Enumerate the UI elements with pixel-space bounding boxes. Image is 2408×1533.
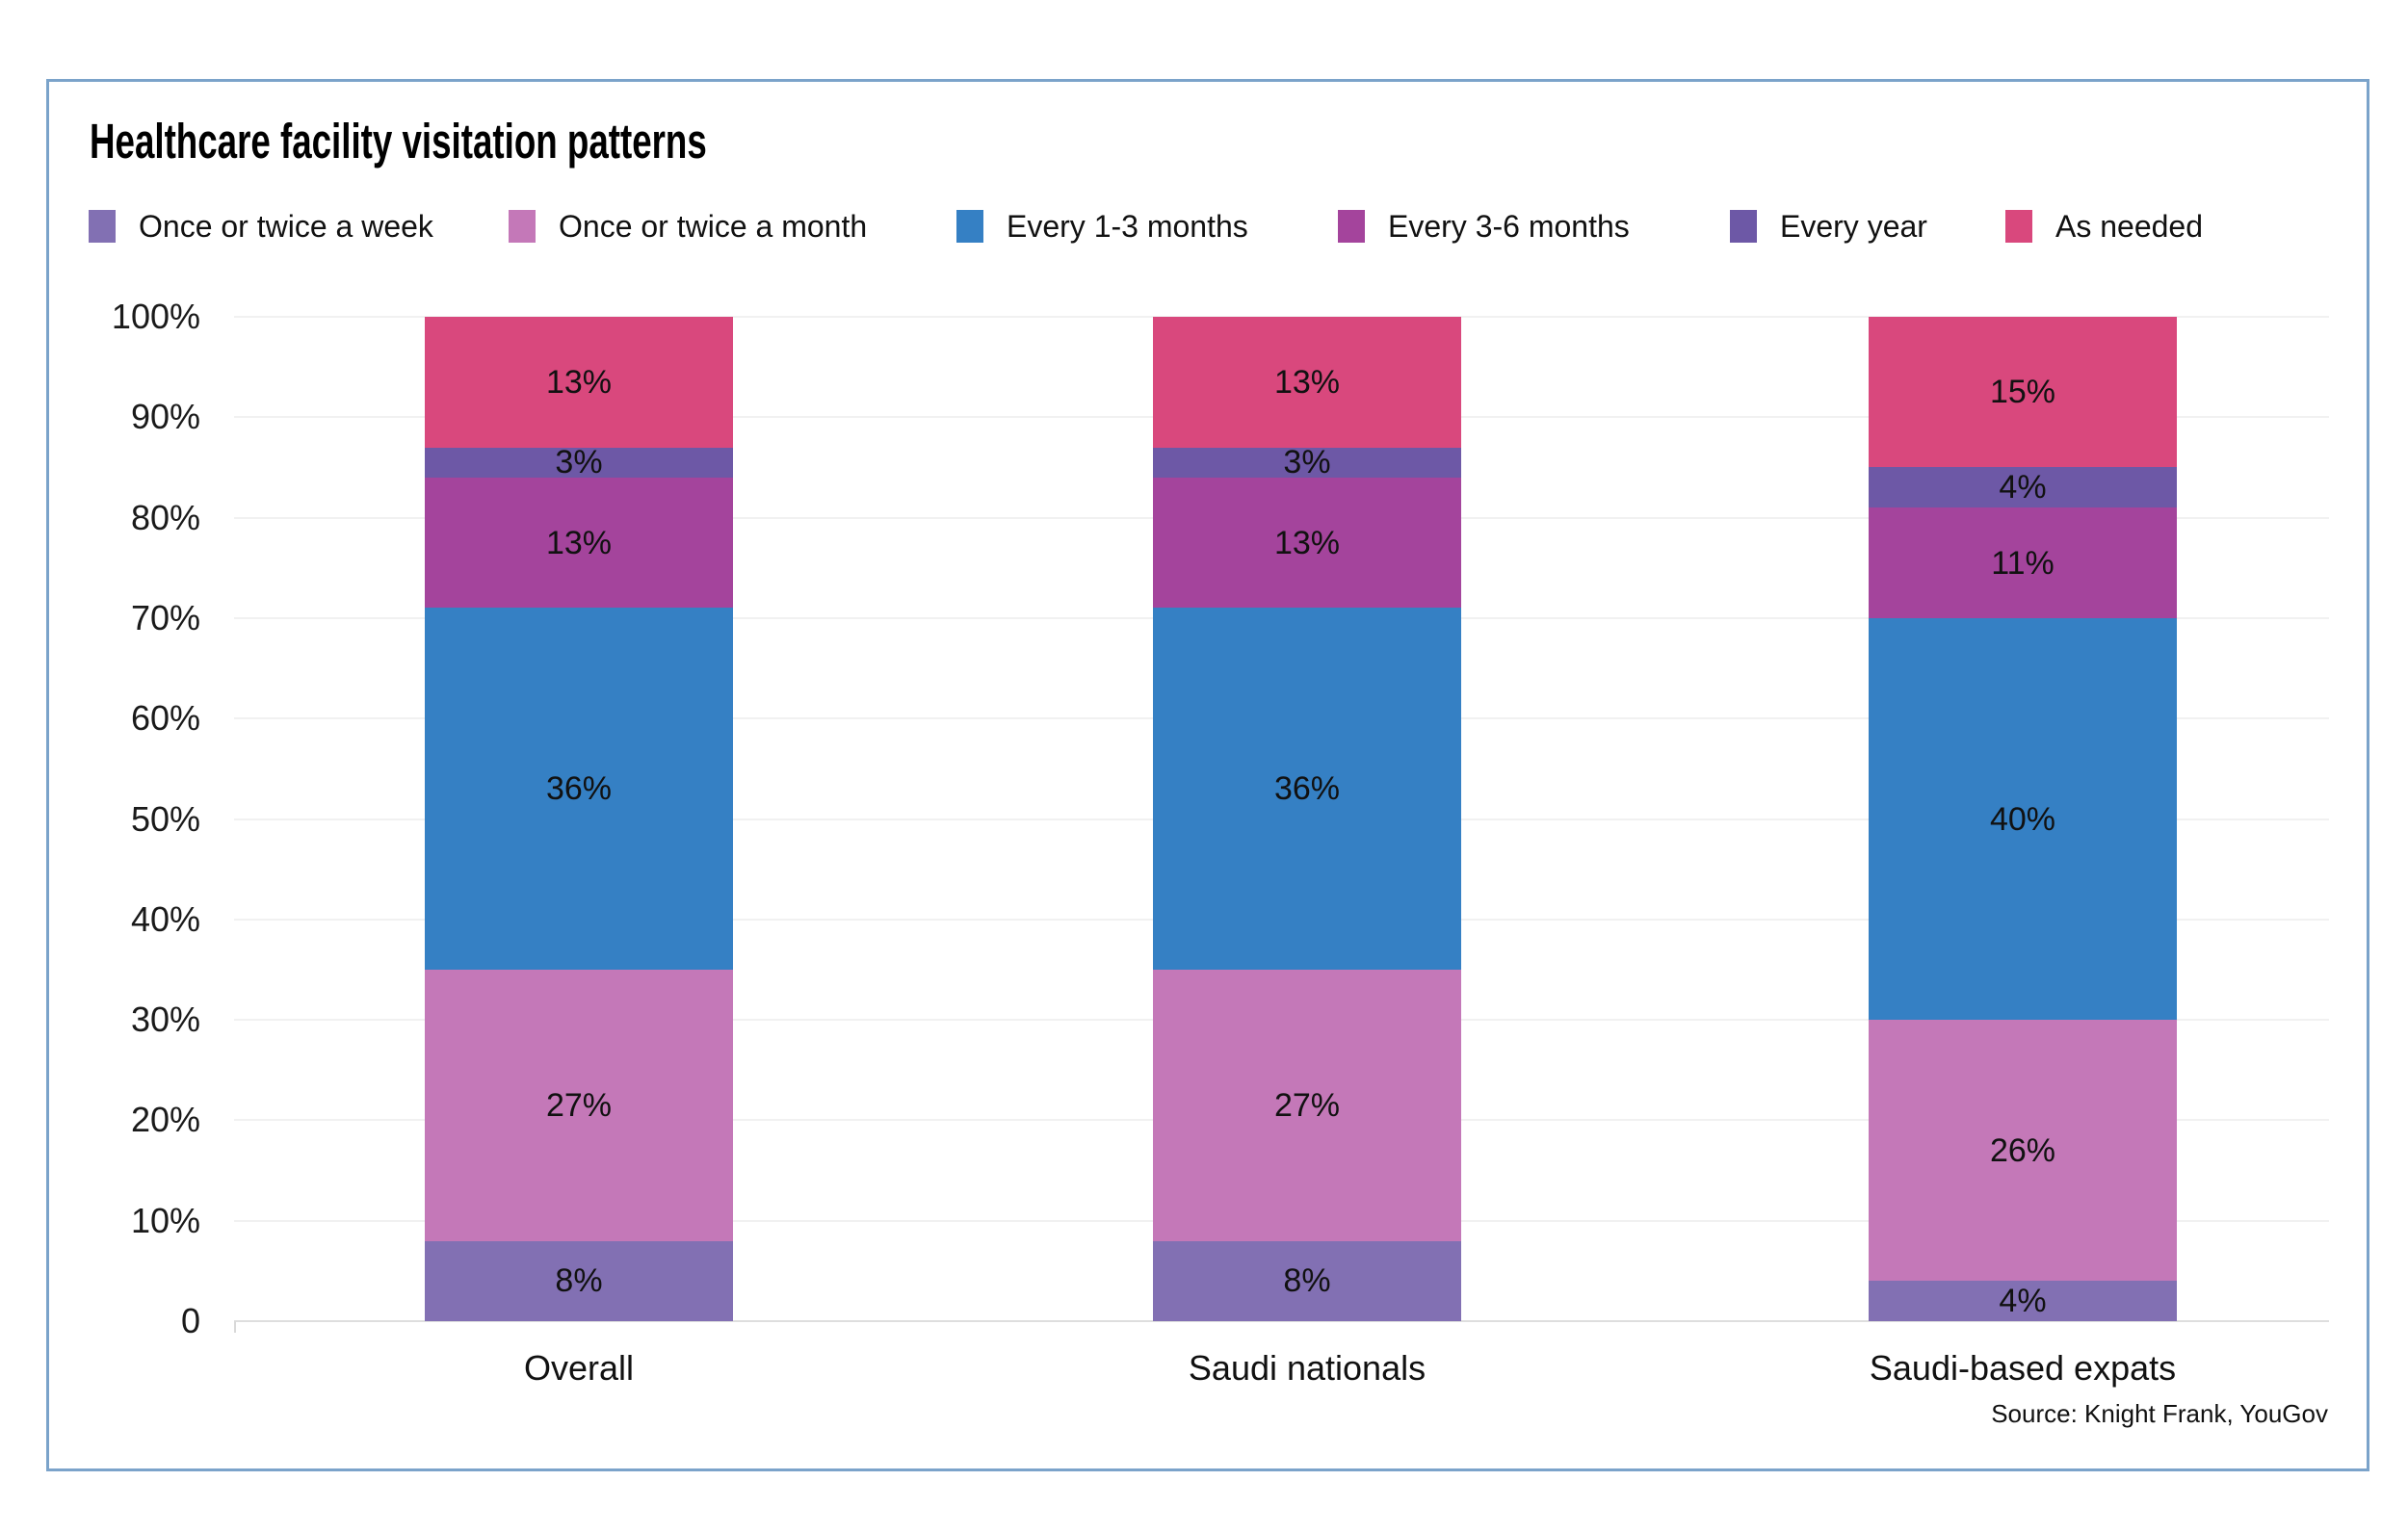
y-axis-tick-label: 0 [180, 1301, 200, 1340]
bar-segment: 4% [1869, 1281, 2177, 1321]
chart-panel: Healthcare facility visitation patterns … [46, 79, 2369, 1471]
legend-label: Every 1-3 months [1007, 208, 1248, 244]
bar-value-label: 36% [1273, 770, 1341, 808]
bar-segment: 11% [1869, 507, 2177, 618]
legend-swatch-icon [1338, 210, 1365, 243]
bar-value-label: 11% [1991, 544, 2055, 582]
bar-segment: 26% [1869, 1020, 2177, 1282]
legend-swatch-icon [2005, 210, 2032, 243]
bar-value-label: 13% [545, 363, 613, 401]
axis-tick [234, 1321, 236, 1333]
y-axis-tick-label: 60% [130, 698, 200, 739]
bar-segment: 36% [425, 608, 733, 970]
y-axis-tick-label: 40% [130, 898, 200, 939]
y-axis-tick-label: 90% [130, 397, 200, 437]
legend-swatch-icon [1730, 210, 1757, 243]
bar-segment: 13% [1153, 477, 1461, 609]
y-axis-tick-label: 50% [130, 798, 200, 839]
legend-item: Every year [1730, 203, 1927, 249]
legend-label: Once or twice a month [559, 208, 868, 244]
bar-value-label: 27% [1273, 1086, 1341, 1124]
bar-segment: 15% [1869, 317, 2177, 468]
category-label: Saudi nationals [1188, 1348, 1426, 1388]
bar-segment: 13% [425, 477, 733, 609]
bar-segment: 3% [1153, 444, 1461, 481]
legend-label: Every year [1780, 208, 1927, 244]
y-axis-tick-label: 10% [130, 1200, 200, 1240]
y-axis-tick-label: 80% [130, 497, 200, 537]
legend-label: Every 3-6 months [1388, 208, 1630, 244]
bar-value-label: 13% [1273, 524, 1341, 561]
y-axis-tick-label: 20% [130, 1100, 200, 1140]
bar-segment: 36% [1153, 608, 1461, 970]
legend-swatch-icon [509, 210, 536, 243]
bar-segment: 8% [1153, 1240, 1461, 1321]
bar-value-label: 26% [1989, 1131, 2056, 1169]
bar-value-label: 8% [1283, 1262, 1331, 1300]
bar-value-label: 3% [1283, 444, 1331, 481]
bar-segment: 27% [1153, 969, 1461, 1241]
bar-segment: 40% [1869, 617, 2177, 1021]
legend-item: Every 1-3 months [956, 203, 1248, 249]
bar-value-label: 13% [1273, 363, 1341, 401]
y-axis-tick-label: 30% [130, 1000, 200, 1040]
stacked-bar: 4% 26% 40% 11% 4% 15% [1869, 317, 2177, 1321]
bar-value-label: 8% [555, 1262, 603, 1300]
legend-swatch-icon [956, 210, 983, 243]
legend: Once or twice a week Once or twice a mont… [49, 203, 2367, 249]
bar-segment: 27% [425, 969, 733, 1241]
bar-value-label: 3% [555, 444, 603, 481]
bar-segment: 8% [425, 1240, 733, 1321]
legend-label: Once or twice a week [139, 208, 433, 244]
chart-title: Healthcare facility visitation patterns [90, 114, 707, 169]
bar-value-label: 27% [545, 1086, 613, 1124]
bar-segment: 13% [1153, 317, 1461, 448]
bar-value-label: 36% [545, 770, 613, 808]
stacked-bar: 8% 27% 36% 13% 3% 13% [425, 317, 733, 1321]
gridline [234, 316, 2329, 318]
legend-item: Once or twice a week [89, 203, 433, 249]
legend-item: Once or twice a month [509, 203, 867, 249]
bar-value-label: 4% [1999, 1283, 2047, 1320]
y-axis-tick-label: 70% [130, 597, 200, 637]
bar-segment: 4% [1869, 467, 2177, 508]
source-note: Source: Knight Frank, YouGov [1991, 1399, 2328, 1428]
bar-segment: 13% [425, 317, 733, 448]
legend-label: As needed [2055, 208, 2204, 244]
stacked-bar: 8% 27% 36% 13% 3% 13% [1153, 317, 1461, 1321]
bar-segment: 3% [425, 444, 733, 481]
legend-item: As needed [2005, 203, 2203, 249]
bar-value-label: 15% [1989, 374, 2056, 411]
legend-swatch-icon [89, 210, 116, 243]
category-label: Saudi-based expats [1869, 1348, 2177, 1388]
bar-value-label: 4% [1999, 469, 2047, 507]
y-axis-tick-label: 100% [111, 297, 200, 336]
plot-area: 100% 90% 80% 70% 60% 50% 40% 30% 20% 10% 0 8% 27% 36%… [49, 82, 2367, 1468]
bar-value-label: 13% [545, 524, 613, 561]
x-axis-line [234, 1320, 2329, 1322]
legend-item: Every 3-6 months [1338, 203, 1630, 249]
bar-value-label: 40% [1989, 800, 2056, 838]
category-label: Overall [523, 1348, 635, 1388]
